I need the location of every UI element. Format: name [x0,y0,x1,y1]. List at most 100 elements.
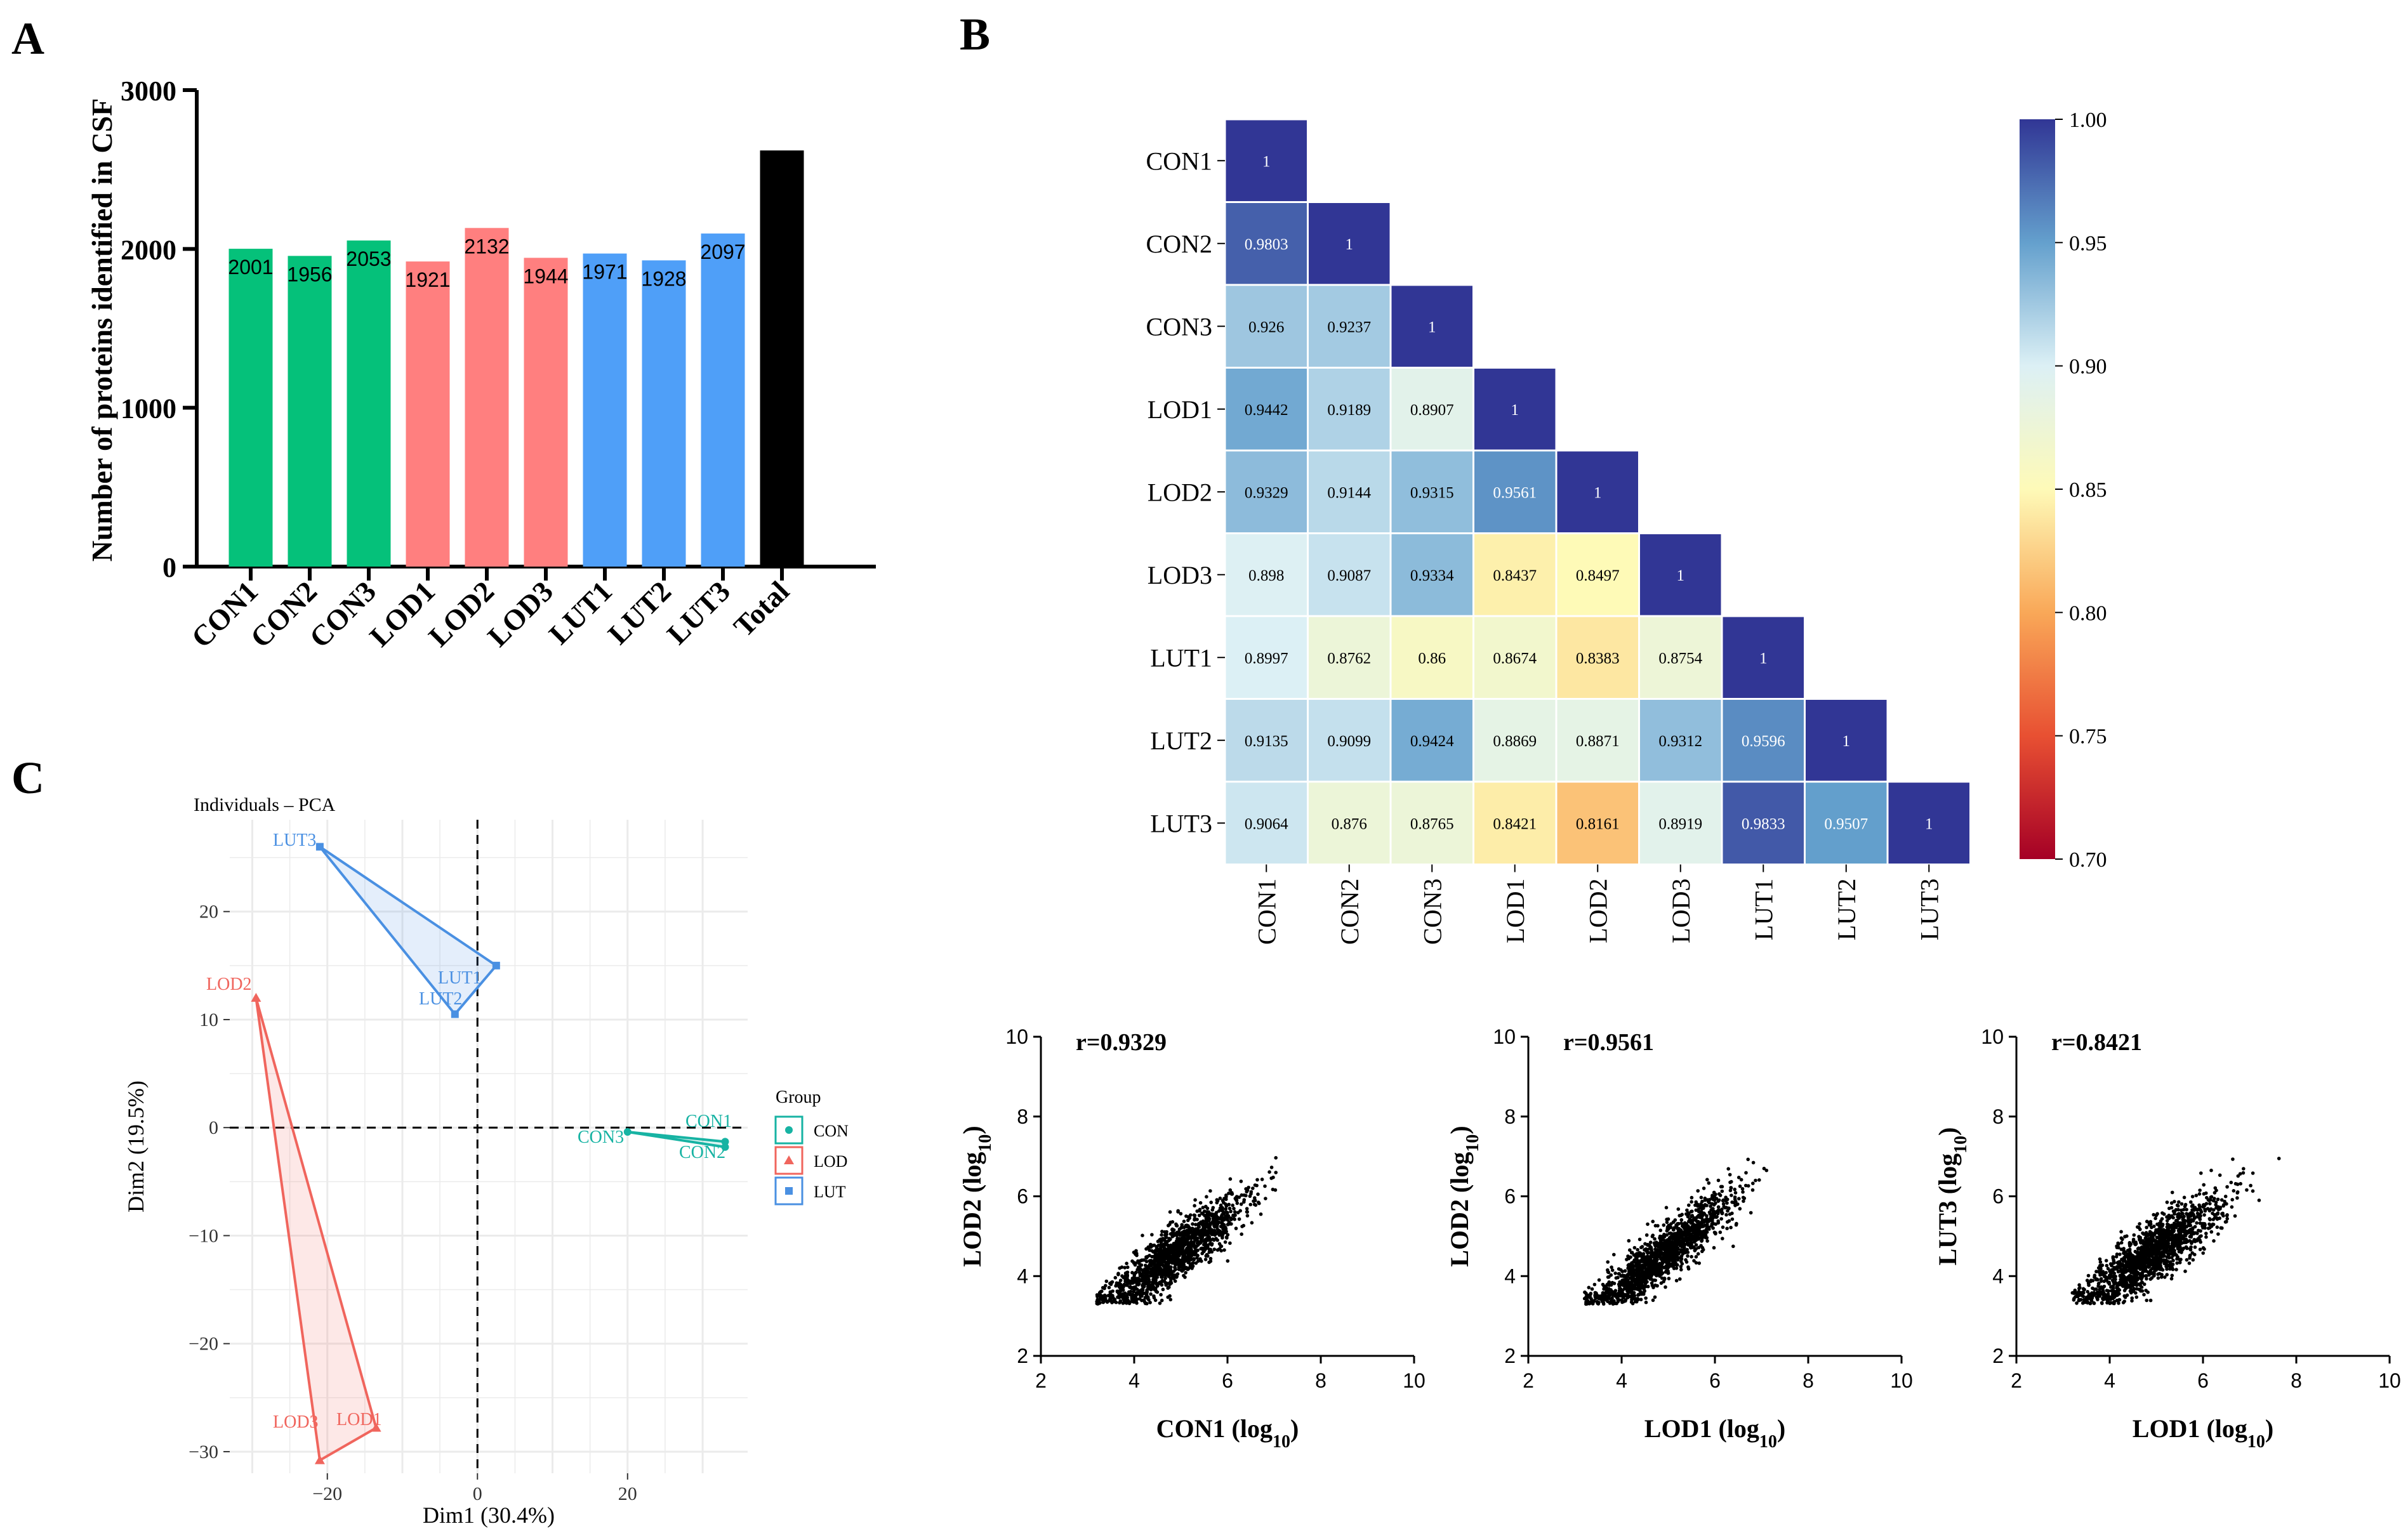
x-tick-label: LOD1 [363,575,441,653]
scatter-point [2193,1225,2197,1229]
point-label: LOD2 [206,975,252,994]
scatter-point [1627,1239,1631,1243]
row-label: LOD3 [1148,561,1212,589]
scatter-point [2202,1192,2206,1196]
scatter-point [2114,1277,2117,1282]
scatter-point [1694,1255,1698,1259]
scatter-point [2077,1298,2081,1302]
scatter-point [1156,1252,1161,1256]
scatter-point [1210,1242,1214,1246]
scatter-point [1215,1218,1219,1223]
scatter-point [1147,1277,1151,1281]
scatter-point [1168,1243,1173,1247]
scatter-point [1175,1254,1179,1258]
scatter-point [1749,1211,1753,1215]
scatter-point [1663,1246,1667,1251]
scatter-point [1655,1263,1660,1266]
scatter-point [2160,1223,2164,1227]
scatter-point [2126,1283,2130,1287]
scatter-point [1245,1207,1249,1211]
scatter-point [2100,1301,2104,1305]
scatter-point [2127,1258,2131,1261]
scatter-point [1207,1247,1211,1251]
x-tick-label: CON1 [185,575,264,654]
scatter-point [1718,1230,1723,1234]
scatter-point [2179,1237,2183,1241]
scatter-point [2105,1263,2109,1268]
scatter-point [1680,1233,1684,1237]
scatter-point [2106,1299,2110,1303]
scatter-point [1687,1237,1691,1240]
scatter-point [1619,1294,1623,1298]
scatter-point [2181,1216,2185,1220]
scatter-point [1644,1300,1648,1304]
scatter-point [1244,1187,1248,1191]
heatmap-cell-value: 0.926 [1248,319,1284,336]
scatter-point [2277,1157,2281,1160]
heatmap-cell-value: 0.8762 [1327,650,1371,667]
scatter-point [1229,1192,1234,1196]
scatter-point [2118,1252,2122,1256]
scatter-point [2148,1244,2152,1248]
scatter-point [1721,1237,1724,1240]
scatter-point [1153,1249,1158,1252]
heatmap-cell [1472,532,1558,617]
scatter-point [1139,1273,1142,1278]
scatter-point [2089,1297,2093,1301]
scatter-point [1178,1245,1182,1249]
scatter-point [1660,1241,1665,1245]
scatter-point [1158,1255,1161,1259]
scatter-point [1102,1299,1106,1304]
scatter-point [1720,1211,1724,1215]
scatter-point [1589,1299,1594,1304]
scatter-point [1674,1278,1679,1283]
scatter-point [1217,1216,1221,1220]
scatter-point [1619,1283,1624,1287]
scatter-point [2156,1236,2160,1240]
colorbar-tick-label: 0.70 [2069,848,2107,872]
scatter-point [2081,1294,2086,1299]
scatter-point [1618,1286,1622,1291]
scatter-point [1108,1298,1112,1301]
col-label: LOD2 [1584,879,1612,943]
scatter-point [2215,1217,2219,1221]
scatter-point [1184,1271,1187,1275]
bar-value-label: 1921 [405,268,450,291]
scatter-point [1686,1254,1690,1258]
pca-y-tick-label: 10 [199,1009,218,1030]
scatter-point [2122,1289,2127,1292]
scatter-point [1150,1233,1154,1237]
heatmap-cell-value: 0.9329 [1245,484,1288,501]
scatter-point [1728,1173,1732,1177]
scatter-point [1234,1197,1238,1200]
scatter-point [1221,1206,1224,1210]
scatter-point [2198,1188,2202,1192]
scatter-point [2104,1271,2108,1275]
scatter-point [2104,1259,2108,1263]
scatter-point [2090,1292,2094,1296]
scatter-point [2159,1275,2164,1279]
scatter-point [2131,1259,2134,1263]
bar-value-label: 1971 [582,261,627,284]
point-label: LUT3 [273,831,316,850]
scatter-point [1622,1274,1625,1278]
scatter-point [1633,1264,1637,1268]
scatter-point [1257,1201,1261,1206]
scatter-point [1172,1232,1176,1237]
y-title-main: LOD2 (log [1445,1152,1474,1267]
scatter-point [1741,1195,1745,1200]
scatter-point [1632,1245,1637,1250]
scatter-point [2155,1250,2159,1254]
scatter-point [2118,1273,2122,1277]
scatter-point [2166,1222,2169,1226]
scatter-point [1597,1278,1601,1282]
scatter-point [2145,1258,2150,1261]
scatter-point [1221,1232,1225,1237]
scatter-point [2189,1200,2193,1204]
scatter-point [1191,1261,1195,1265]
scatter-point [2093,1275,2096,1279]
bar-value-label: 2132 [464,235,509,258]
scatter-point [2165,1215,2169,1219]
scatter-point [2209,1224,2214,1228]
scatter-point [2124,1261,2129,1265]
